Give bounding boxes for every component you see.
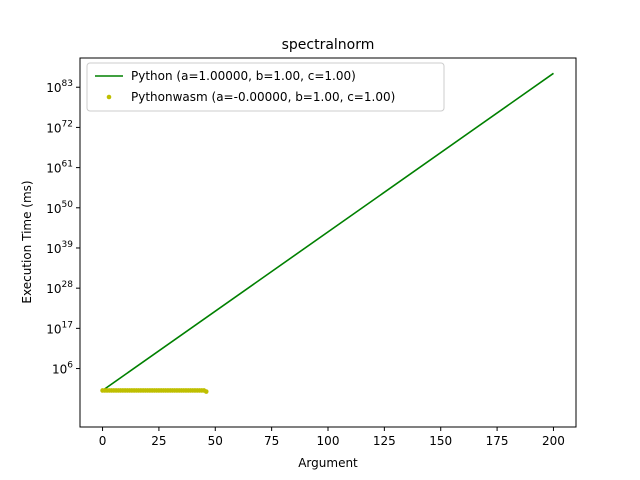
chart-title: spectralnorm	[282, 37, 375, 53]
x-axis: 0 25 50 75 100 125 150 175 200	[99, 427, 565, 448]
y-axis-label: Execution Time (ms)	[20, 180, 34, 303]
y-tick-label: 1083	[46, 79, 73, 95]
plot-frame	[79, 57, 577, 428]
x-tick-label: 25	[151, 434, 166, 448]
x-tick-label: 100	[317, 434, 340, 448]
plot-area	[100, 72, 554, 394]
legend-entry-label: Pythonwasm (a=-0.00000, b=1.00, c=1.00)	[131, 90, 395, 104]
y-tick-label: 1061	[46, 160, 73, 176]
x-tick-label: 75	[264, 434, 279, 448]
y-tick-label: 1072	[46, 119, 73, 135]
legend-entry-label: Python (a=1.00000, b=1.00, c=1.00)	[131, 69, 356, 83]
x-tick-label: 200	[542, 434, 565, 448]
y-tick-label: 1028	[46, 280, 73, 296]
y-axis: 106 1017 1028 1039 1050 1061 1072 1083	[46, 79, 80, 377]
x-axis-label: Argument	[298, 456, 358, 470]
x-tick-label: 175	[486, 434, 509, 448]
legend-box	[86, 62, 445, 112]
legend: Python (a=1.00000, b=1.00, c=1.00) Python…	[86, 62, 445, 112]
series-line-python	[102, 72, 554, 392]
x-tick-label: 0	[99, 434, 107, 448]
y-tick-label: 1050	[46, 200, 73, 216]
y-tick-label: 1017	[46, 320, 73, 336]
legend-swatch-marker	[106, 94, 112, 100]
x-tick-label: 125	[373, 434, 396, 448]
y-tick-label: 1039	[46, 240, 73, 256]
series-point-pythonwasm	[203, 389, 209, 394]
x-tick-label: 50	[208, 434, 223, 448]
x-tick-label: 150	[429, 434, 452, 448]
y-tick-label: 106	[52, 361, 73, 377]
